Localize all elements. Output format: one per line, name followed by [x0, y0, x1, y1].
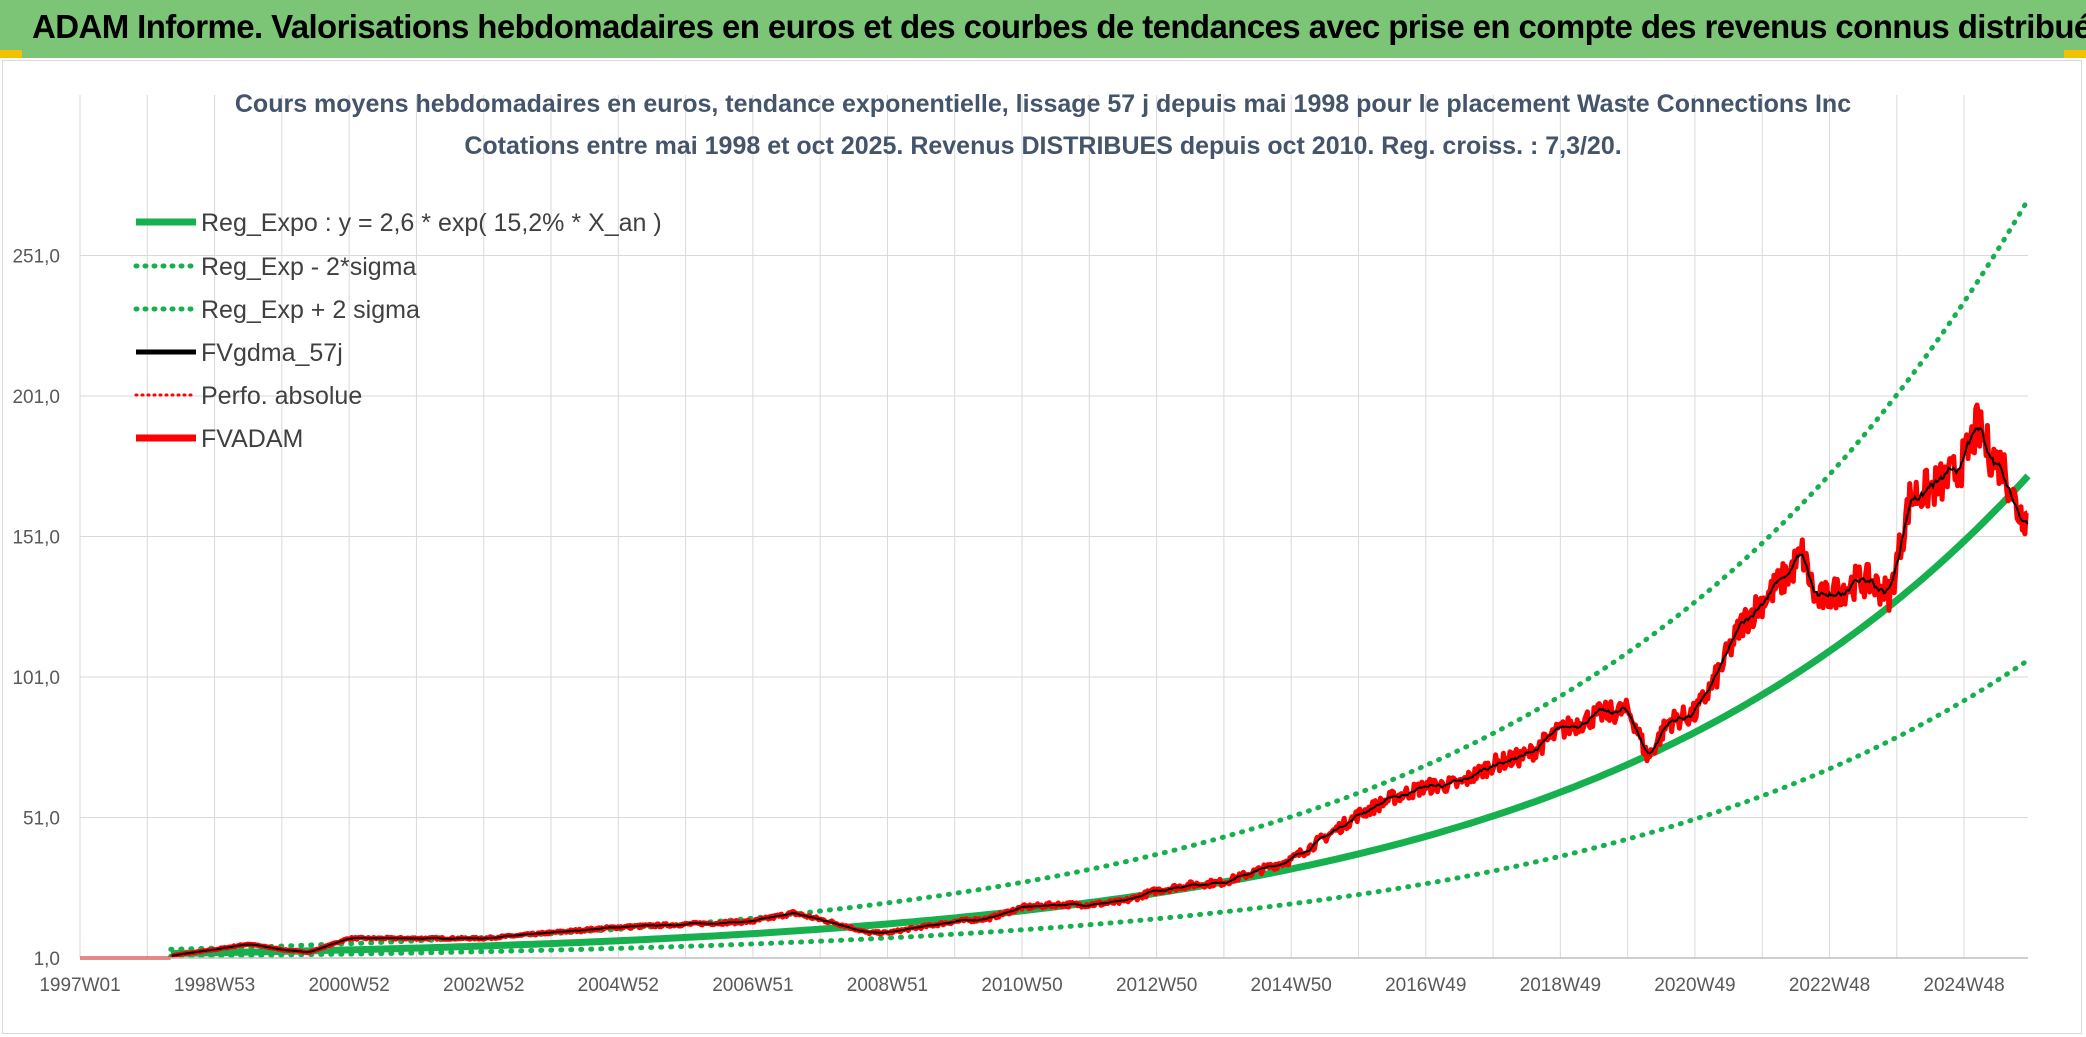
legend-label-reg-expo: Reg_Expo : y = 2,6 * exp( 15,2% * X_an ): [201, 209, 662, 237]
series-reg-plus-2sigma: [168, 197, 2031, 952]
legend: Reg_Expo : y = 2,6 * exp( 15,2% * X_an )…: [133, 209, 662, 453]
x-tick-label: 1998W53: [174, 975, 255, 996]
corner-mark-right: [2064, 50, 2086, 58]
x-tick-label: 2006W51: [712, 975, 793, 996]
y-tick-label: 1,0: [34, 949, 60, 970]
page-title: ADAM Informe. Valorisations hebdomadaire…: [32, 8, 2086, 45]
x-tick-label: 2004W52: [578, 975, 659, 996]
x-tick-label: 2000W52: [308, 975, 389, 996]
x-tick-label: 2002W52: [443, 975, 524, 996]
y-tick-label: 51,0: [23, 809, 60, 830]
series-reg-minus-2sigma: [168, 657, 2031, 959]
x-tick-label: 2010W50: [981, 975, 1062, 996]
chart-subtitle: Cotations entre mai 1998 et oct 2025. Re…: [464, 132, 1621, 160]
legend-label-perfo: Perfo. absolue: [201, 382, 362, 410]
y-tick-label: 101,0: [12, 668, 60, 689]
corner-mark-left: [0, 50, 22, 58]
x-tick-label: 2024W48: [1923, 975, 2004, 996]
x-tick-label: 2014W50: [1251, 975, 1332, 996]
x-tick-label: 2012W50: [1116, 975, 1197, 996]
chart-frame: [2, 60, 2082, 1034]
series-layer: [80, 197, 2031, 960]
legend-label-reg-plus: Reg_Exp + 2 sigma: [201, 296, 420, 324]
series-fvgdma-57j: [171, 427, 2029, 957]
legend-label-fvadam: FVADAM: [201, 425, 303, 453]
grid-horizontal: [80, 255, 2028, 818]
header-banner: ADAM Informe. Valorisations hebdomadaire…: [0, 0, 2086, 58]
x-tick-label: 2018W49: [1520, 975, 1601, 996]
legend-label-fvgdma: FVgdma_57j: [201, 339, 343, 367]
legend-label-reg-minus: Reg_Exp - 2*sigma: [201, 253, 416, 281]
series-reg-expo: [170, 473, 2031, 957]
x-tick-label: 2022W48: [1789, 975, 1870, 996]
series-fvadam: [170, 402, 2029, 960]
y-tick-label: 251,0: [12, 247, 60, 268]
x-tick-label: 2016W49: [1385, 975, 1466, 996]
axes-layer: 1,0 51,0 101,0 151,0 201,0 251,0 1997W01 1998W5…: [12, 247, 2028, 996]
x-tick-label: 1997W01: [39, 975, 120, 996]
grid-vertical: [79, 95, 1965, 958]
y-tick-label: 201,0: [12, 387, 60, 408]
y-tick-label: 151,0: [12, 528, 60, 549]
chart-title: Cours moyens hebdomadaires en euros, ten…: [235, 90, 1851, 118]
x-tick-label: 2008W51: [847, 975, 928, 996]
x-tick-label: 2020W49: [1654, 975, 1735, 996]
